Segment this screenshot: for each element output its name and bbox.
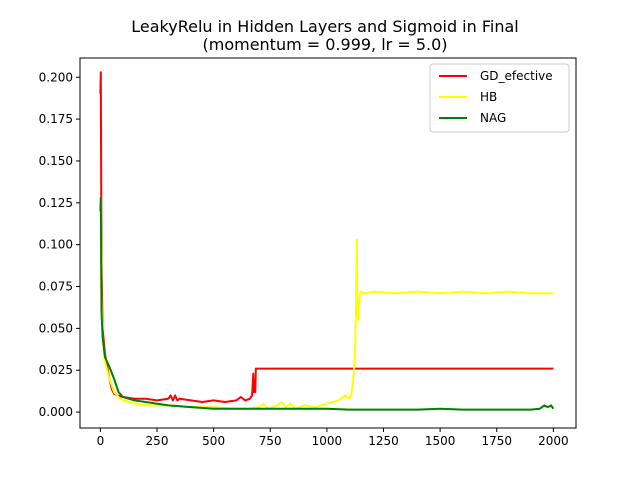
x-tick-label: 1750 <box>481 434 512 448</box>
legend: GD_efective HB NAG <box>429 63 570 133</box>
legend-label-gd-efective: GD_efective <box>480 69 553 83</box>
x-tick-label: 1000 <box>312 434 343 448</box>
x-tick-label: 0 <box>97 434 105 448</box>
y-tick-label: 0.200 <box>39 70 73 84</box>
y-tick-label: 0.150 <box>39 154 73 168</box>
y-tick-label: 0.000 <box>39 405 73 419</box>
y-tick-label: 0.175 <box>39 112 73 126</box>
x-tick-label: 2000 <box>538 434 569 448</box>
legend-label-nag: NAG <box>480 111 506 125</box>
x-tick-label: 250 <box>146 434 169 448</box>
x-tick-label: 750 <box>259 434 282 448</box>
y-tick-label: 0.050 <box>39 321 73 335</box>
legend-box <box>429 63 570 133</box>
y-tick-label: 0.025 <box>39 363 73 377</box>
series-line-hb <box>99 196 554 410</box>
chart-title-line2: (momentum = 0.999, lr = 5.0) <box>202 35 447 54</box>
y-tick-label: 0.125 <box>39 196 73 210</box>
series-line-nag <box>99 196 555 411</box>
x-tick-label: 1250 <box>368 434 399 448</box>
y-tick-label: 0.100 <box>39 238 73 252</box>
plot-frame <box>79 57 577 429</box>
x-tick-label: 1500 <box>425 434 456 448</box>
chart-title-line1: LeakyRelu in Hidden Layers and Sigmoid i… <box>131 17 518 36</box>
x-tick-label: 500 <box>202 434 225 448</box>
series-layer <box>99 71 555 411</box>
y-tick-label: 0.075 <box>39 280 73 294</box>
legend-label-hb: HB <box>480 90 497 104</box>
ticks-layer: 0 250 500 750 1000 1250 1500 1750 2000 0.000 0.025… <box>39 70 569 448</box>
